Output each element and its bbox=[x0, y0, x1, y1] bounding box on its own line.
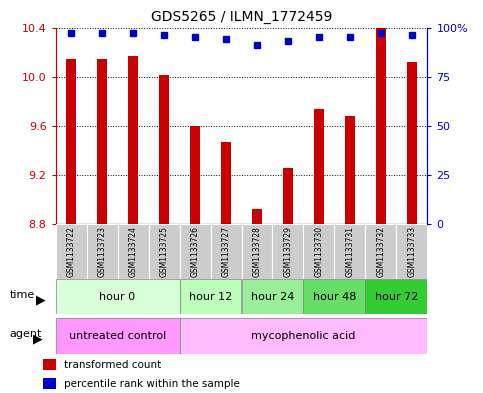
Text: GSM1133722: GSM1133722 bbox=[67, 226, 75, 277]
Bar bbox=[221, 142, 231, 224]
Text: GSM1133725: GSM1133725 bbox=[159, 226, 169, 277]
Text: transformed count: transformed count bbox=[64, 360, 161, 370]
Text: ▶: ▶ bbox=[33, 332, 43, 346]
Bar bbox=[252, 209, 262, 224]
Bar bbox=[366, 224, 397, 279]
Bar bbox=[272, 224, 303, 279]
Text: hour 12: hour 12 bbox=[189, 292, 232, 302]
Bar bbox=[149, 224, 180, 279]
Text: time: time bbox=[10, 290, 35, 300]
Text: hour 24: hour 24 bbox=[251, 292, 294, 302]
Text: GSM1133723: GSM1133723 bbox=[98, 226, 107, 277]
Text: GSM1133730: GSM1133730 bbox=[314, 226, 324, 277]
Bar bbox=[211, 224, 242, 279]
Bar bbox=[313, 108, 325, 224]
Text: hour 48: hour 48 bbox=[313, 292, 356, 302]
Text: GSM1133729: GSM1133729 bbox=[284, 226, 293, 277]
Text: GSM1133732: GSM1133732 bbox=[376, 226, 385, 277]
Text: GSM1133731: GSM1133731 bbox=[345, 226, 355, 277]
Bar bbox=[303, 279, 366, 314]
Bar bbox=[344, 116, 355, 224]
Bar bbox=[366, 279, 427, 314]
Bar bbox=[376, 28, 386, 224]
Text: untreated control: untreated control bbox=[69, 331, 166, 341]
Text: hour 0: hour 0 bbox=[99, 292, 136, 302]
Bar bbox=[56, 318, 180, 354]
Bar bbox=[283, 167, 293, 224]
Text: agent: agent bbox=[10, 329, 42, 339]
Bar bbox=[397, 224, 427, 279]
Bar bbox=[180, 279, 242, 314]
Text: GDS5265 / ILMN_1772459: GDS5265 / ILMN_1772459 bbox=[151, 10, 332, 24]
Bar bbox=[242, 279, 303, 314]
Bar bbox=[66, 59, 76, 224]
Bar bbox=[56, 224, 86, 279]
Bar bbox=[180, 318, 427, 354]
Text: GSM1133726: GSM1133726 bbox=[190, 226, 199, 277]
Text: GSM1133733: GSM1133733 bbox=[408, 226, 416, 277]
Text: mycophenolic acid: mycophenolic acid bbox=[251, 331, 355, 341]
Text: percentile rank within the sample: percentile rank within the sample bbox=[64, 378, 240, 389]
Bar bbox=[303, 224, 334, 279]
Bar bbox=[128, 56, 139, 224]
Bar bbox=[180, 224, 211, 279]
Bar bbox=[86, 224, 117, 279]
Bar bbox=[190, 126, 200, 224]
Bar bbox=[242, 224, 272, 279]
Text: GSM1133728: GSM1133728 bbox=[253, 226, 261, 277]
Text: ▶: ▶ bbox=[36, 293, 46, 307]
Bar bbox=[56, 279, 180, 314]
Bar bbox=[117, 224, 149, 279]
Text: GSM1133727: GSM1133727 bbox=[222, 226, 230, 277]
Bar bbox=[334, 224, 366, 279]
Text: hour 72: hour 72 bbox=[375, 292, 418, 302]
Bar bbox=[158, 75, 170, 224]
Text: GSM1133724: GSM1133724 bbox=[128, 226, 138, 277]
Bar bbox=[43, 359, 56, 370]
Bar bbox=[97, 59, 107, 224]
Bar bbox=[407, 62, 417, 224]
Bar bbox=[43, 378, 56, 389]
